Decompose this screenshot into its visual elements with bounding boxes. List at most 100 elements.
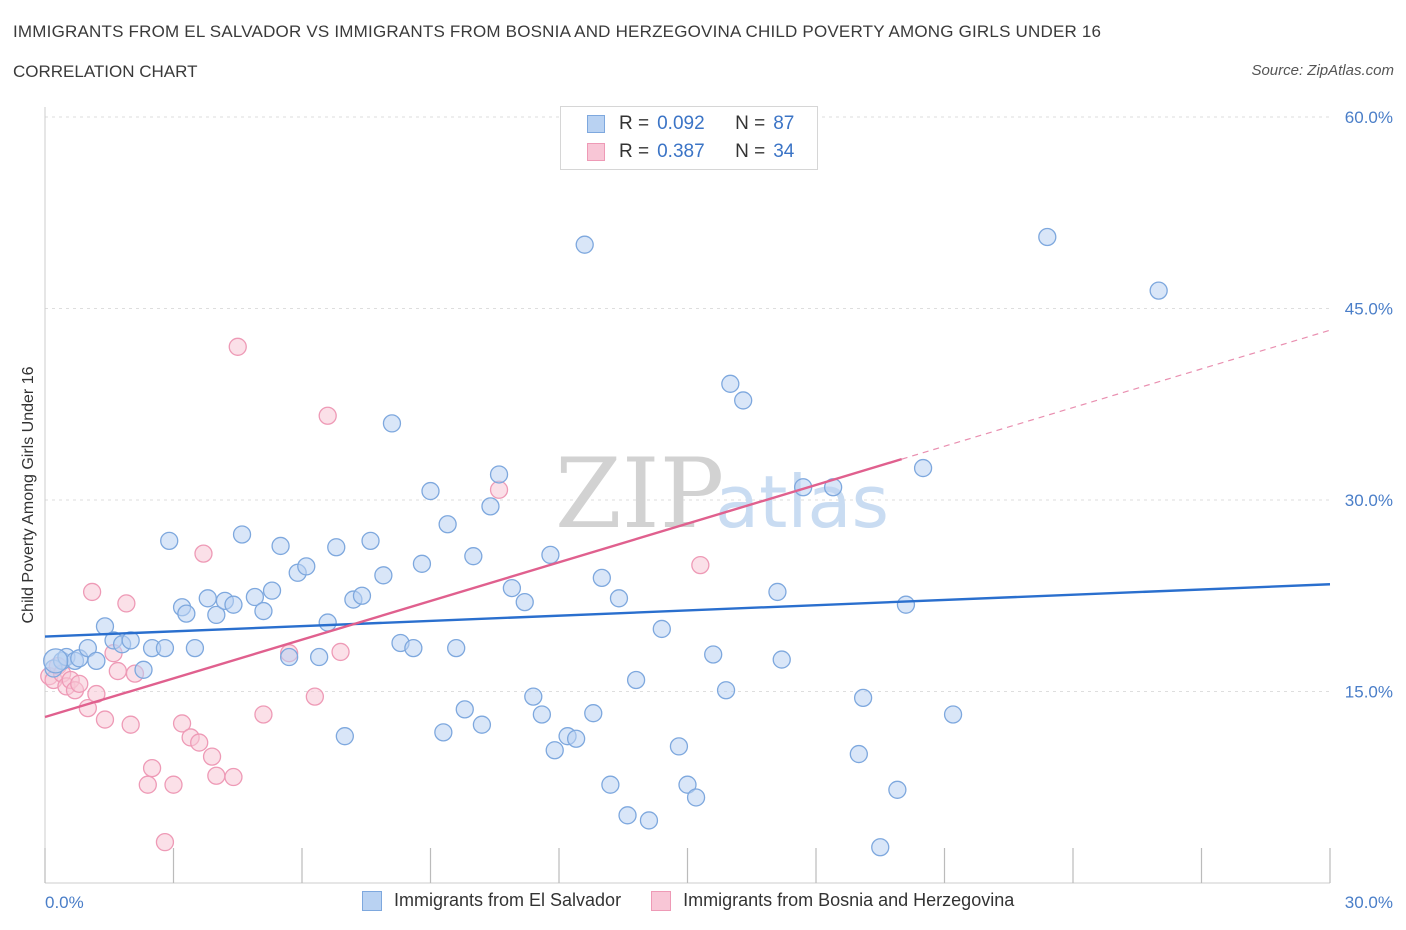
n-value: 87	[773, 113, 795, 134]
data-point-el-salvador	[716, 681, 736, 700]
data-point-bosnia	[121, 715, 140, 734]
data-point-el-salvador	[254, 601, 273, 621]
data-point-el-salvador	[896, 595, 916, 614]
data-point-el-salvador	[853, 688, 873, 708]
legend-swatch-blue	[362, 890, 382, 911]
data-point-bosnia	[82, 582, 102, 602]
legend-swatch-pink	[651, 890, 672, 911]
data-point-el-salvador	[421, 481, 440, 501]
data-point-bosnia	[224, 767, 243, 787]
n-label: N =	[735, 113, 766, 134]
data-point-el-salvador	[404, 638, 423, 658]
watermark-atlas: atlas	[715, 460, 889, 544]
data-point-el-salvador	[134, 660, 153, 679]
series-legend: Immigrants from El Salvador Immigrants f…	[362, 890, 1044, 911]
data-point-el-salvador	[618, 806, 637, 825]
legend-item-el-salvador: Immigrants from El Salvador	[362, 890, 621, 911]
source-label: Source: ZipAtlas.com	[1251, 62, 1394, 79]
data-point-el-salvador	[160, 531, 179, 551]
data-point-bosnia	[164, 775, 183, 794]
data-point-bosnia	[228, 337, 247, 356]
tick-labels: 15.0% 30.0% 45.0% 60.0% 0.0% 30.0%	[45, 108, 1393, 912]
y-axis-label: Child Poverty Among Girls Under 16	[20, 366, 37, 623]
data-point-el-salvador	[438, 515, 457, 534]
data-point-bosnia	[117, 594, 136, 613]
n-value: 34	[773, 141, 795, 162]
data-point-el-salvador	[481, 497, 500, 516]
data-point-bosnia	[202, 747, 222, 766]
data-point-el-salvador	[271, 536, 290, 556]
data-point-el-salvador	[575, 235, 594, 254]
data-point-bosnia	[155, 832, 175, 852]
data-point-el-salvador	[541, 545, 560, 565]
data-point-el-salvador	[721, 374, 740, 393]
trend-line-bosnia	[44, 457, 903, 719]
legend-label: Immigrants from El Salvador	[394, 890, 622, 910]
data-point-el-salvador	[177, 604, 196, 623]
data-point-el-salvador	[447, 638, 466, 658]
trend-lines	[44, 329, 1331, 719]
data-point-el-salvador	[472, 715, 492, 734]
data-point-el-salvador	[768, 582, 787, 602]
data-point-bosnia	[172, 714, 192, 733]
data-point-el-salvador	[279, 647, 299, 667]
r-label: R =	[619, 113, 650, 134]
data-point-el-salvador	[374, 566, 393, 585]
legend-swatch-blue	[587, 115, 605, 133]
data-point-el-salvador	[601, 775, 620, 794]
data-point-el-salvador	[888, 780, 907, 799]
data-point-bosnia	[70, 674, 89, 693]
r-label: R =	[619, 141, 650, 162]
data-point-el-salvador	[262, 581, 282, 600]
data-point-el-salvador	[626, 670, 646, 690]
data-point-el-salvador	[532, 705, 552, 724]
trend-line-el-salvador	[44, 583, 1331, 638]
r-value: 0.387	[657, 141, 705, 162]
data-point-el-salvador	[455, 700, 474, 719]
data-point-bosnia	[190, 733, 209, 752]
stats-legend-row-bosnia: R = 0.387 N = 34	[587, 139, 794, 165]
x-tick-label: 30.0%	[1345, 893, 1393, 912]
y-tick-label: 30.0%	[1345, 491, 1393, 510]
data-point-el-salvador	[849, 744, 868, 764]
data-point-el-salvador	[592, 568, 611, 588]
data-point-bosnia	[138, 775, 157, 794]
data-point-el-salvador	[678, 775, 697, 794]
y-tick-label: 45.0%	[1345, 300, 1393, 319]
data-point-el-salvador	[78, 638, 97, 658]
y-tick-label: 15.0%	[1345, 683, 1393, 702]
data-point-el-salvador	[609, 589, 629, 608]
series-bosnia-points	[40, 337, 710, 852]
data-point-el-salvador	[297, 557, 316, 576]
n-label: N =	[735, 141, 766, 162]
data-point-el-salvador	[352, 586, 372, 605]
data-point-el-salvador	[434, 723, 453, 742]
data-point-el-salvador	[185, 638, 205, 658]
data-point-bosnia	[489, 480, 509, 499]
y-tick-label: 60.0%	[1345, 108, 1393, 127]
data-point-el-salvador	[412, 554, 432, 573]
data-point-el-salvador	[155, 638, 175, 658]
data-point-el-salvador	[515, 592, 534, 612]
data-point-el-salvador	[207, 605, 226, 625]
data-point-el-salvador	[318, 613, 337, 632]
data-point-el-salvador	[524, 687, 543, 706]
data-point-el-salvador	[502, 578, 522, 598]
data-point-bosnia	[207, 766, 226, 785]
data-point-bosnia	[108, 661, 127, 681]
data-point-el-salvador	[704, 645, 723, 664]
data-point-el-salvador	[871, 838, 890, 857]
data-point-bosnia	[194, 544, 213, 563]
axes	[44, 107, 1331, 884]
data-point-bosnia	[318, 406, 337, 425]
data-point-el-salvador	[489, 465, 509, 484]
data-point-el-salvador	[734, 391, 753, 410]
data-point-el-salvador	[1038, 227, 1057, 247]
data-point-el-salvador	[584, 704, 603, 723]
data-point-el-salvador	[87, 651, 106, 671]
data-point-el-salvador	[327, 538, 346, 557]
watermark: ZIP atlas	[555, 438, 889, 550]
data-point-el-salvador	[464, 547, 483, 566]
chart-subtitle: CORRELATION CHART	[13, 62, 198, 81]
